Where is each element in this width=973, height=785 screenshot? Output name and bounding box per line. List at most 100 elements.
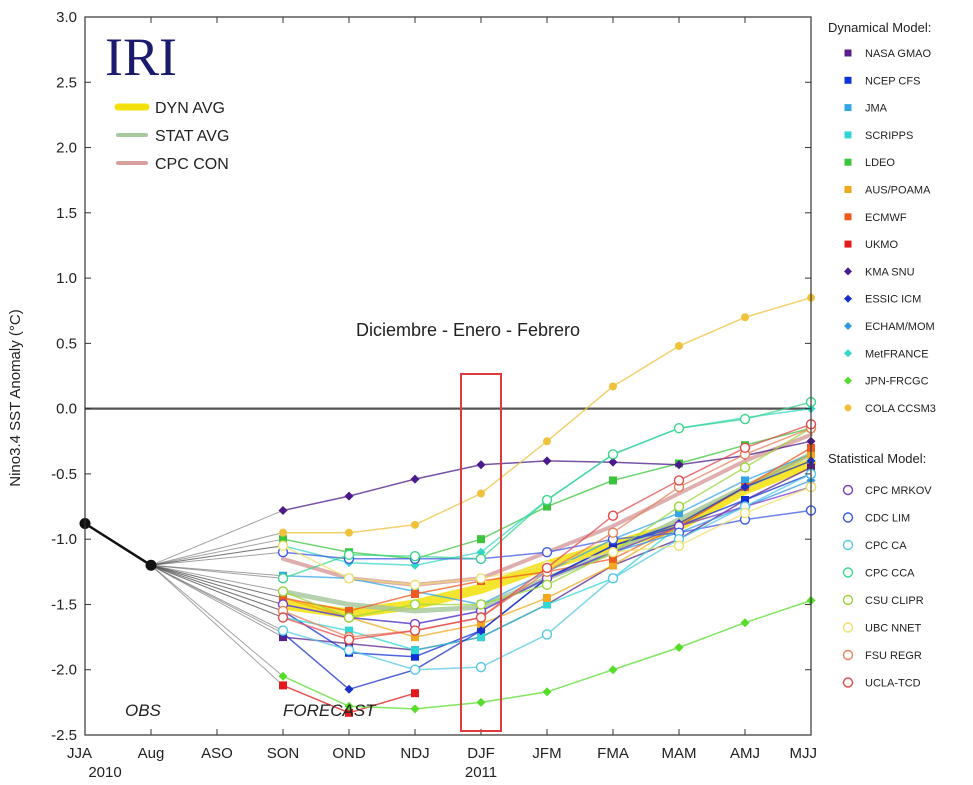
y-tick-label: 3.0	[56, 9, 77, 26]
dynamical-point	[279, 528, 287, 537]
y-tick-label: -1.5	[51, 596, 77, 613]
dynamical-point	[609, 382, 617, 391]
y-tick-label: 2.0	[56, 140, 77, 157]
plume-line	[150, 510, 284, 566]
statistical-point	[409, 579, 421, 591]
statistical-point	[409, 599, 421, 610]
statistical-point	[343, 612, 355, 623]
dynamical-legend-marker	[844, 404, 852, 412]
obs-plume	[150, 510, 284, 686]
plume-line	[150, 564, 284, 632]
dynamical-point	[740, 482, 750, 492]
dynamical-point	[543, 600, 551, 609]
statistical-point	[475, 612, 487, 623]
statistical-legend-marker	[842, 512, 854, 523]
dynamical-point	[411, 689, 419, 698]
x-tick-label: AMJ	[730, 745, 760, 762]
statistical-legend-marker	[842, 539, 854, 551]
average-legend-label: CPC CON	[155, 156, 229, 173]
dynamical-point	[278, 671, 288, 681]
year-label: 2010	[88, 764, 121, 781]
dynamical-legend-label: MetFRANCE	[865, 348, 929, 360]
statistical-point	[475, 573, 487, 584]
dynamical-point	[345, 708, 353, 717]
plume-line	[150, 564, 284, 638]
statistical-legend-marker	[842, 594, 854, 606]
observed-line-path	[84, 522, 152, 567]
statistical-legend-label: UCLA-TCD	[865, 678, 921, 690]
x-tick-label: Aug	[138, 745, 165, 762]
dynamical-point	[411, 652, 419, 661]
statistical-legend-marker	[842, 567, 854, 578]
dynamical-legend-marker	[844, 158, 852, 166]
x-tick-label: NDJ	[400, 745, 429, 762]
dynamical-legend-label: SCRIPPS	[865, 130, 913, 142]
djf-highlight-box	[460, 373, 502, 732]
statistical-point	[541, 629, 553, 640]
y-tick-label: 0.5	[56, 335, 77, 352]
statistical-point	[343, 549, 355, 561]
dynamical-point	[741, 496, 749, 505]
dynamical-point	[741, 313, 749, 322]
dynamical-legend-label: LDEO	[865, 157, 895, 169]
observed-point	[145, 559, 157, 571]
x-tick-label: SON	[267, 745, 300, 762]
dynamical-point	[411, 590, 419, 599]
statistical-point	[607, 449, 619, 460]
dynamical-point	[674, 460, 684, 470]
dynamical-point	[675, 341, 683, 350]
dynamical-point	[476, 460, 486, 470]
x-tick-label: JJA	[67, 745, 92, 762]
statistical-point	[409, 625, 421, 636]
statistical-legend-marker	[842, 622, 854, 633]
plume-line	[150, 564, 284, 599]
dynamical-point	[279, 681, 287, 690]
statistical-point	[607, 510, 619, 521]
statistical-point	[541, 494, 553, 506]
plume-line	[150, 538, 284, 566]
dynamical-point	[411, 520, 419, 529]
x-tick-label: JFM	[532, 745, 561, 762]
statistical-point	[475, 661, 487, 673]
dynamical-point	[543, 593, 551, 602]
dynamical-point	[740, 618, 750, 628]
dynamical-point	[542, 687, 552, 697]
dynamical-legend-label: JMA	[865, 103, 888, 115]
statistical-point	[409, 664, 421, 675]
statistical-point	[541, 547, 553, 558]
average-legend-label: DYN AVG	[155, 100, 225, 117]
statistical-point	[673, 501, 685, 512]
x-axis: JJA Aug ASO SON OND NDJ DJF JFM FMA MAM AMJ MJJ 2010…	[67, 17, 817, 781]
dynamical-legend-marker	[844, 376, 852, 385]
statistical-point	[475, 599, 487, 610]
model-lines	[277, 293, 817, 717]
year-label: 2011	[465, 764, 497, 781]
y-tick-label: 1.0	[56, 270, 77, 287]
dynamical-legend-label: AUS/POAMA	[865, 185, 931, 197]
plume-line	[150, 564, 284, 677]
statistical-legend-label: UBC NNET	[865, 623, 922, 635]
dynamical-point	[542, 456, 552, 466]
y-tick-label: -1.0	[51, 531, 77, 548]
plume-line	[150, 564, 284, 605]
y-tick-label: -2.0	[51, 662, 77, 679]
dynamical-point	[543, 502, 551, 511]
dynamical-point	[476, 697, 486, 707]
x-tick-label: OND	[332, 745, 366, 762]
dynamical-point	[477, 633, 485, 642]
statistical-legend-label: CDC LIM	[865, 513, 910, 525]
dynamical-legend-marker	[844, 213, 852, 221]
highlight-annotation: Diciembre - Enero - Febrero	[356, 320, 580, 340]
statistical-point	[739, 507, 751, 519]
dynamical-point	[344, 684, 354, 694]
statistical-point	[673, 475, 685, 486]
dynamical-legend-marker	[844, 49, 852, 57]
dynamical-legend-label: COLA CCSM3	[865, 403, 936, 415]
dynamical-point	[411, 646, 419, 655]
dynamical-legend-title: Dynamical Model:	[828, 20, 931, 35]
dynamical-point	[279, 535, 287, 544]
y-axis-label: Nino3.4 SST Anomaly (°C)	[7, 309, 24, 486]
statistical-legend-title: Statistical Model:	[828, 451, 926, 466]
average-legend: DYN AVG STAT AVG CPC CON	[114, 100, 229, 173]
